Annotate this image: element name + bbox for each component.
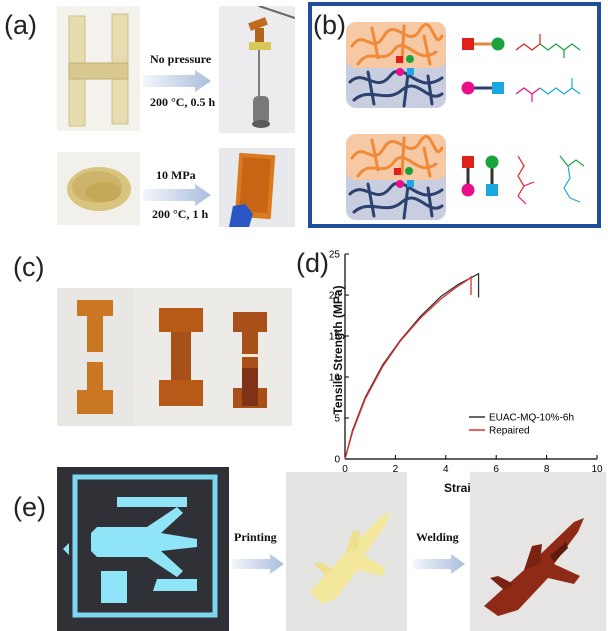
chart-legend-label: EUAC-MQ-10%-6h	[489, 413, 574, 424]
specimen-welded	[233, 312, 267, 408]
ester-structure-3	[517, 155, 535, 205]
arrow-label-welding: Welding	[416, 530, 459, 544]
arrow-label-no-pressure: No pressure	[150, 52, 212, 66]
hanging-weight-drawing	[219, 6, 295, 133]
panel-label-b: (b)	[313, 10, 346, 40]
panel-label-d: (d)	[296, 248, 329, 278]
arrow-printing	[232, 554, 284, 574]
bond-symbol-magenta-cyan	[461, 81, 504, 95]
arrow-label-10mpa: 10 MPa	[156, 168, 196, 182]
photo-ground-flakes	[57, 152, 140, 225]
printed-jet-drawing	[286, 472, 407, 631]
arrow-label-200c-1h: 200 °C, 1 h	[152, 207, 209, 221]
chart-ytick-label: 20	[329, 291, 341, 302]
ester-structure-4	[559, 155, 585, 203]
photo-welded-jet	[470, 472, 606, 631]
chart-ytick-label: 10	[329, 373, 341, 384]
photo-h-samples	[57, 6, 140, 131]
specimen-repaired	[159, 308, 203, 406]
tensile-chart: 0 5 10 15 20 25 0 2 4 6 8 10 EUAC-MQ-10%-6h Repaired	[329, 250, 603, 476]
chart-xtick-label: 4	[443, 464, 449, 475]
chart-ylabel: Tensile Strength (MPa)	[331, 285, 345, 415]
chart-ytick-label: 15	[329, 332, 341, 343]
arrow-label-printing: Printing	[234, 530, 277, 544]
pressed-film-drawing	[219, 148, 295, 227]
network-block-top	[346, 22, 446, 108]
photo-pressed-film	[219, 148, 295, 227]
welded-jet-drawing	[470, 472, 606, 631]
slicer-drawing	[57, 467, 229, 631]
chart-xtick-label: 0	[342, 464, 348, 475]
chart-xtick-label: 10	[591, 464, 603, 475]
panel-b-schematic	[346, 22, 585, 220]
chart-series-line-1	[344, 272, 480, 460]
panel-label-e: (e)	[13, 492, 46, 522]
flakes-drawing	[57, 152, 140, 225]
bond-symbol-red-magenta	[461, 156, 475, 197]
photo-slicer-screen	[57, 467, 229, 631]
panel-b-frame	[308, 2, 601, 228]
panel-label-c: (c)	[13, 252, 45, 282]
photo-hanging-weight	[219, 6, 295, 133]
bond-symbol-green-cyan	[485, 155, 499, 196]
bond-symbol-red-green	[462, 37, 505, 51]
chart-ytick-label: 0	[334, 455, 340, 466]
arrow-welding	[413, 554, 465, 574]
chart-xtick-label: 2	[393, 464, 399, 475]
chart-legend-label: Repaired	[489, 426, 530, 437]
chart-ytick-label: 5	[334, 414, 340, 425]
ester-structure-2	[515, 78, 581, 102]
ester-structure-1	[515, 34, 581, 58]
network-block-bottom	[346, 134, 446, 220]
photo-dogbone-specimens	[57, 288, 292, 426]
chart-ytick-label: 25	[329, 250, 341, 261]
photo-printed-jet	[286, 472, 407, 631]
chart-xtick-label: 6	[493, 464, 499, 475]
h-samples-drawing	[57, 6, 140, 131]
arrow-label-200c-05h: 200 °C, 0.5 h	[150, 95, 216, 109]
chart-series-line-2	[344, 275, 472, 460]
panel-label-a: (a)	[4, 10, 37, 40]
arrow-bottom-right	[143, 184, 211, 206]
arrow-top-right	[143, 70, 211, 92]
specimen-broken	[77, 300, 113, 414]
chart-xtick-label: 8	[544, 464, 550, 475]
dogbone-drawing	[57, 288, 292, 426]
